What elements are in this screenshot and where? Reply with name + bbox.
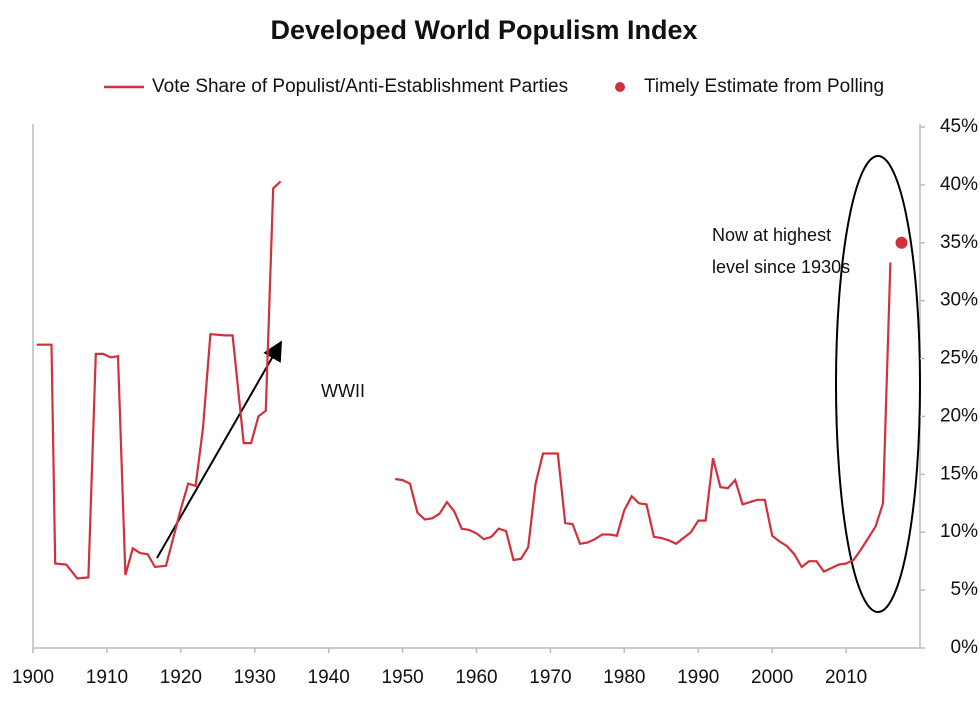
y-tick-label: 30% <box>940 290 978 311</box>
legend-label: Vote Share of Populist/Anti-Establishmen… <box>152 76 568 97</box>
x-tick-label: 2010 <box>825 667 867 688</box>
x-tick-label: 1940 <box>308 667 350 688</box>
x-tick-label: 1920 <box>160 667 202 688</box>
x-tick-label: 1980 <box>603 667 645 688</box>
x-tick-label: 1950 <box>381 667 423 688</box>
y-tick-label: 10% <box>940 521 978 542</box>
y-tick-label: 45% <box>940 116 978 137</box>
x-tick-label: 1970 <box>529 667 571 688</box>
annotation: level since 1930s <box>712 257 850 277</box>
series-line <box>36 180 892 580</box>
x-tick-label: 1930 <box>234 667 276 688</box>
y-tick-label: 25% <box>940 348 978 369</box>
legend-label: Timely Estimate from Polling <box>644 76 884 97</box>
chart-title: Developed World Populism Index <box>270 15 697 45</box>
y-tick-label: 0% <box>951 637 979 658</box>
x-tick-label: 1910 <box>86 667 128 688</box>
y-tick-label: 35% <box>940 232 978 253</box>
annotation: WWII <box>321 381 365 401</box>
x-tick-label: 2000 <box>751 667 793 688</box>
y-tick-label: 5% <box>951 579 979 600</box>
highlight-ellipse <box>835 155 921 613</box>
y-tick-label: 15% <box>940 463 978 484</box>
estimate-point <box>895 236 908 249</box>
y-tick-label: 20% <box>940 405 978 426</box>
x-tick-label: 1960 <box>455 667 497 688</box>
y-tick-label: 40% <box>940 174 978 195</box>
x-tick-label: 1990 <box>677 667 719 688</box>
legend-swatch <box>615 82 625 92</box>
annotation: Now at highest <box>712 225 831 245</box>
x-tick-label: 1900 <box>12 667 54 688</box>
